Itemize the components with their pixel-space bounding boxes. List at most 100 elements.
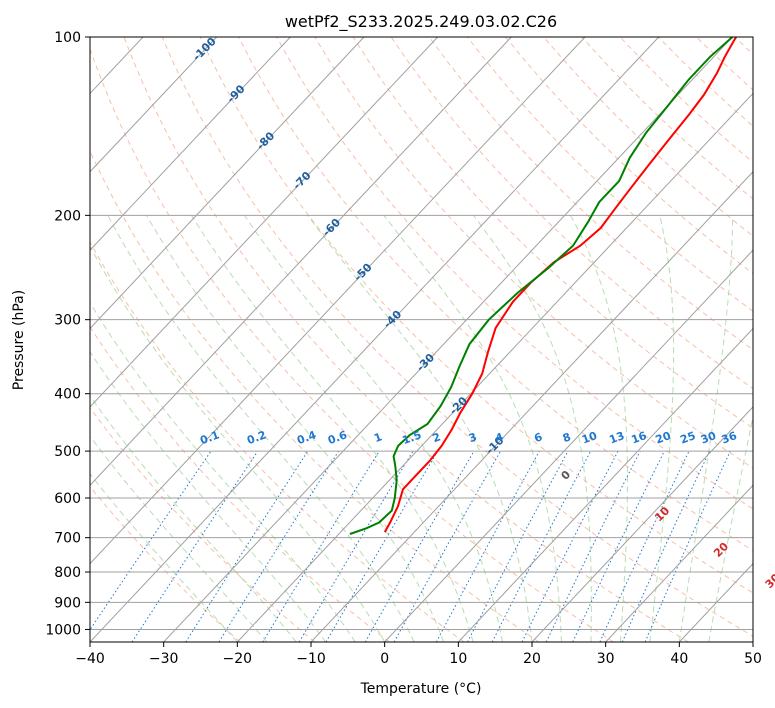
isotherm-line — [310, 171, 753, 642]
x-tick-label: −40 — [75, 651, 105, 667]
profile-lines — [349, 37, 737, 535]
y-tick-label: 100 — [54, 30, 81, 46]
y-axis-label: Pressure (hPa) — [11, 290, 27, 390]
mixing-ratio-line — [491, 450, 592, 642]
isotherm-line — [90, 37, 218, 173]
y-tick-label: 700 — [54, 531, 81, 547]
y-axis: 100 200 300 400 500 600 700 800 900 1000 — [45, 30, 90, 638]
isotherm-line — [605, 484, 753, 642]
y-tick-label: 200 — [54, 208, 81, 224]
dry-adiabat-line — [90, 241, 465, 642]
mixing-ratio-label: 25 — [678, 429, 697, 446]
mixing-ratio-label: 1 — [372, 430, 384, 445]
isotherm-line — [163, 37, 733, 642]
mixing-ratio-label: 16 — [630, 429, 649, 447]
isotherm-line — [90, 37, 439, 408]
temperature-profile-line — [383, 37, 737, 533]
y-tick-label: 300 — [54, 313, 81, 329]
dry-adiabat-line — [734, 37, 753, 55]
isotherm-line — [457, 327, 753, 642]
dry-adiabat-line — [90, 47, 614, 642]
mixing-ratio-label: 3 — [467, 430, 479, 445]
mixing-ratio-label: 1.5 — [400, 428, 423, 447]
x-tick-label: −20 — [223, 651, 253, 667]
x-tick-label: 30 — [597, 651, 615, 667]
dry-adiabat-line — [696, 37, 753, 91]
mixing-ratio-line — [185, 450, 309, 642]
moist-adiabat-line — [90, 473, 238, 642]
x-tick-label: 20 — [523, 651, 541, 667]
moist-adiabat-line — [90, 245, 386, 642]
mixing-ratio-line — [364, 450, 475, 642]
x-tick-label: −30 — [149, 651, 179, 667]
isotherm-line — [384, 249, 753, 642]
moist-adiabat-line — [244, 215, 503, 642]
moist-adiabat-line — [708, 414, 753, 642]
moist-adiabat-label: 30 — [763, 571, 775, 591]
y-tick-label: 600 — [54, 491, 81, 507]
plot-frame — [89, 36, 754, 643]
mixing-ratio-label: 2 — [431, 430, 443, 445]
moist-adiabat-line — [90, 350, 327, 642]
y-tick-label: 400 — [54, 387, 81, 403]
x-tick-label: −10 — [296, 651, 326, 667]
mixing-ratio-label: 10 — [580, 429, 599, 447]
mixing-ratio-line — [435, 450, 540, 642]
moist-adiabat-line — [107, 215, 415, 642]
dry-adiabat-line — [352, 37, 753, 429]
mixing-ratio-line — [393, 450, 502, 642]
y-tick-label: 1000 — [45, 622, 81, 638]
x-tick-label: 50 — [744, 651, 762, 667]
moist-adiabat-line — [570, 215, 628, 642]
mixing-ratio-label: 36 — [720, 429, 739, 447]
dry-adiabat-line — [505, 37, 753, 275]
isotherm-line — [236, 92, 753, 642]
dry-adiabat-line — [428, 37, 753, 351]
dry-adiabat-line — [161, 37, 753, 637]
dry-adiabat-line — [90, 149, 540, 642]
moist-adiabat-line — [649, 215, 675, 642]
mixing-ratio-line — [262, 450, 380, 642]
dry-adiabat-line — [276, 37, 753, 510]
x-axis-label: Temperature (°C) — [360, 681, 482, 697]
mixing-ratio-line — [218, 450, 340, 642]
isotherm-line — [90, 37, 660, 642]
x-tick-label: 10 — [449, 651, 467, 667]
isotherm-line — [90, 37, 365, 330]
y-tick-label: 800 — [54, 565, 81, 581]
mixing-ratio-line — [621, 450, 711, 642]
mixing-ratio-label: 0.1 — [198, 428, 221, 447]
moist-adiabat-label: 20 — [711, 540, 731, 560]
background-lines — [90, 37, 753, 642]
dry-adiabat-line — [123, 37, 689, 642]
mixing-ratio-line — [131, 450, 259, 642]
y-tick-label: 900 — [54, 595, 81, 611]
mixing-ratio-line — [545, 450, 641, 642]
isotherm-line — [531, 406, 753, 642]
dry-adiabat-line — [619, 37, 753, 163]
x-tick-label: 40 — [670, 651, 688, 667]
moist-adiabat-line — [90, 301, 356, 642]
moist-adiabat-line — [191, 215, 474, 642]
mixing-ratio-label: 8 — [561, 430, 573, 445]
y-tick-label: 500 — [54, 444, 81, 460]
x-tick-label: 0 — [380, 651, 389, 667]
x-axis: −40 −30 −20 −10 0 10 20 30 40 50 — [75, 642, 762, 667]
dry-adiabat-line — [238, 37, 753, 552]
mixing-ratio-label: 20 — [654, 429, 673, 447]
moist-adiabat-line — [90, 394, 297, 642]
moist-adiabat-line — [678, 215, 734, 642]
isotherm-line — [90, 37, 586, 565]
dry-adiabat-line — [90, 406, 316, 642]
mixing-ratio-label: 30 — [699, 429, 718, 447]
moist-adiabat-line — [146, 215, 445, 642]
mixing-ratio-label: 0.6 — [326, 428, 349, 447]
dry-adiabat-line — [199, 37, 753, 594]
dewpoint-profile-line — [349, 37, 734, 535]
mixing-ratio-label: 6 — [532, 430, 544, 445]
mixing-ratio-label: 0.4 — [295, 428, 318, 447]
isotherm-line — [752, 641, 753, 642]
mixing-ratio-label: 4 — [494, 430, 506, 445]
